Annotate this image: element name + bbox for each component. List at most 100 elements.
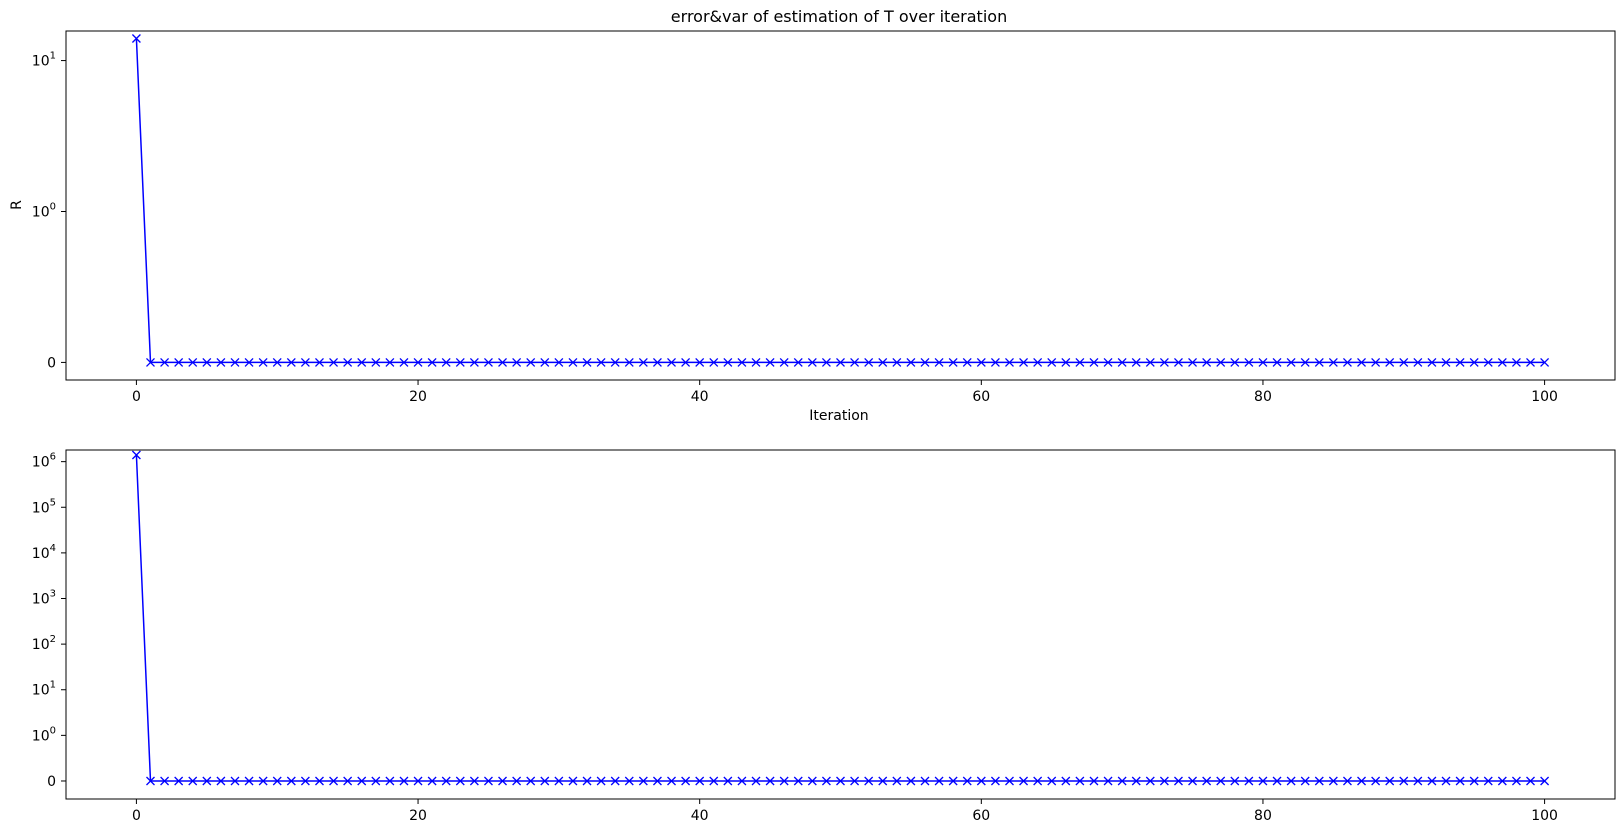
bottom-data-point (1441, 776, 1451, 786)
bottom-data-point (1511, 776, 1521, 786)
bottom-data-point (1540, 776, 1550, 786)
bottom-data-point (258, 776, 268, 786)
top-data-point (1244, 357, 1254, 367)
bottom-data-point (1328, 776, 1338, 786)
top-y-axis-label: R (9, 200, 25, 210)
chart-title: error&var of estimation of T over iterat… (671, 7, 1007, 26)
bottom-data-point (667, 776, 676, 786)
bottom-data-point (723, 776, 733, 786)
bottom-data-point (1286, 776, 1296, 786)
bottom-data-point (469, 776, 479, 786)
bottom-data-point (1272, 776, 1282, 786)
top-data-point (1005, 357, 1014, 367)
bottom-data-point (990, 776, 1000, 786)
top-data-point (230, 357, 240, 367)
top-data-point (1258, 357, 1268, 367)
bottom-data-point (1342, 776, 1352, 786)
bottom-data-point (1033, 776, 1043, 786)
bottom-data-point (1244, 776, 1254, 786)
top-data-point (990, 357, 1000, 367)
bottom-data-point (892, 776, 902, 786)
bottom-data-point (1188, 776, 1198, 786)
top-data-point (1511, 357, 1521, 367)
bottom-data-point (300, 776, 310, 786)
top-data-point (427, 357, 437, 367)
bottom-data-point (216, 776, 226, 786)
top-data-point (920, 357, 930, 367)
bottom-data-point (131, 450, 141, 460)
bottom-data-point (1159, 776, 1169, 786)
top-data-point (1075, 357, 1085, 367)
top-data-point (1413, 357, 1423, 367)
top-data-point (272, 357, 282, 367)
top-data-point (1497, 357, 1507, 367)
bottom-data-point (230, 776, 240, 786)
bottom-y-tick-label: 103 (32, 589, 56, 608)
bottom-data-point (1230, 776, 1240, 786)
bottom-x-tick-label: 100 (1531, 808, 1558, 824)
top-data-point (850, 357, 860, 367)
top-data-point (1202, 357, 1212, 367)
top-data-point (1131, 357, 1141, 367)
bottom-data-point (202, 776, 212, 786)
top-data-point (1188, 357, 1198, 367)
bottom-x-tick-label: 40 (691, 808, 709, 824)
bottom-y-axis: 0 100 101 102 103 104 105 106 (32, 452, 66, 790)
top-data-point (582, 357, 592, 367)
bottom-data-point (948, 776, 958, 786)
top-data-point (526, 357, 536, 367)
top-data-point (948, 357, 958, 367)
top-data-point (1174, 357, 1183, 367)
bottom-data-point (793, 776, 803, 786)
top-data-point (441, 357, 451, 367)
bottom-y-tick-label: 105 (32, 497, 56, 516)
bottom-data-point (413, 776, 423, 786)
bottom-data-point (343, 776, 353, 786)
top-series-line (135, 38, 1545, 364)
top-plot-frame (65, 30, 1616, 381)
bottom-data-point (638, 776, 648, 786)
bottom-data-point (371, 776, 381, 786)
top-data-point (695, 357, 705, 367)
bottom-data-point (1371, 776, 1381, 786)
top-data-point (244, 357, 254, 367)
bottom-data-point (1399, 776, 1409, 786)
top-data-point (1314, 357, 1324, 367)
bottom-subplot: 0 20 40 60 80 100 0 100 101 102 103 104 105 106 (32, 449, 1616, 824)
bottom-data-point (1413, 776, 1423, 786)
top-data-point (709, 357, 719, 367)
top-data-point (202, 357, 212, 367)
top-data-point (976, 357, 986, 367)
top-data-point (610, 357, 620, 367)
bottom-x-tick-label: 60 (972, 808, 990, 824)
top-data-point (455, 357, 465, 367)
bottom-data-point (188, 776, 198, 786)
bottom-data-point (709, 776, 719, 786)
bottom-data-point (1357, 776, 1366, 786)
bottom-data-point (427, 776, 437, 786)
bottom-data-point (1145, 776, 1155, 786)
top-data-point (1089, 357, 1099, 367)
bottom-data-point (1469, 776, 1479, 786)
top-data-point (1230, 357, 1240, 367)
top-data-point (807, 357, 817, 367)
top-data-point (258, 357, 268, 367)
top-data-point (483, 357, 493, 367)
bottom-y-tick-label: 102 (32, 634, 56, 653)
bottom-data-point (385, 776, 395, 786)
bottom-data-point (864, 776, 874, 786)
top-data-point (146, 357, 155, 367)
bottom-data-point (1202, 776, 1212, 786)
top-x-tick-label: 20 (409, 389, 427, 405)
top-data-point (765, 357, 775, 367)
bottom-data-point (695, 776, 705, 786)
top-data-point (596, 357, 606, 367)
top-data-point (329, 357, 339, 367)
top-data-point (554, 357, 564, 367)
bottom-data-point (624, 776, 634, 786)
bottom-data-point (441, 776, 451, 786)
bottom-y-tick-label: 0 (47, 774, 56, 790)
bottom-data-point (850, 776, 860, 786)
bottom-data-point (962, 776, 972, 786)
